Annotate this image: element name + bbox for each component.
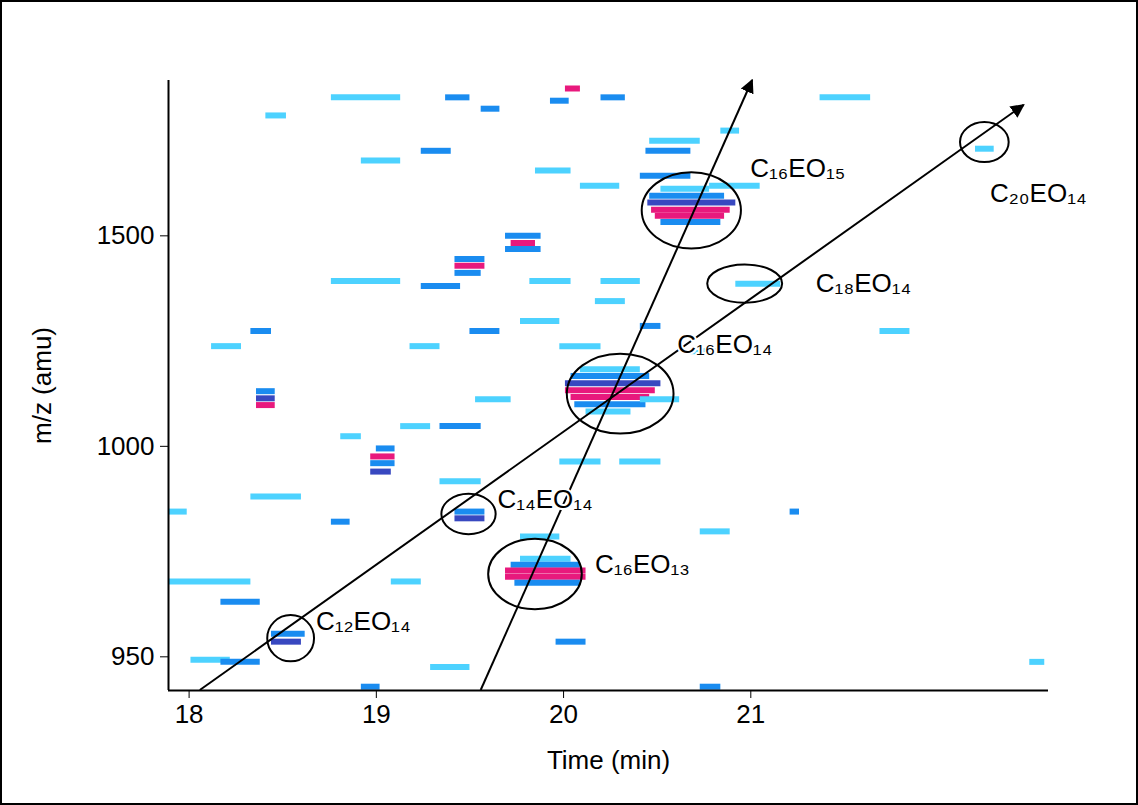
svg-text:C₁₆EO₁₃: C₁₆EO₁₃ [595,549,690,579]
svg-text:m/z (amu): m/z (amu) [27,327,57,444]
svg-text:C₁₂EO₁₄: C₁₂EO₁₄ [316,606,411,636]
svg-text:C₁₈EO₁₄: C₁₈EO₁₄ [816,268,911,298]
svg-text:1500: 1500 [97,220,155,250]
svg-text:950: 950 [111,641,154,671]
svg-text:19: 19 [362,699,391,729]
svg-text:21: 21 [736,699,765,729]
svg-text:C₁₆EO₁₄: C₁₆EO₁₄ [677,329,772,359]
svg-text:18: 18 [175,699,204,729]
svg-text:1000: 1000 [97,431,155,461]
svg-text:C₂₀EO₁₄: C₂₀EO₁₄ [990,178,1087,208]
svg-text:C₁₆EO₁₅: C₁₆EO₁₅ [750,153,845,183]
svg-text:Time (min): Time (min) [547,745,670,775]
svg-text:20: 20 [549,699,578,729]
svg-text:C₁₄EO₁₄: C₁₄EO₁₄ [498,484,593,514]
